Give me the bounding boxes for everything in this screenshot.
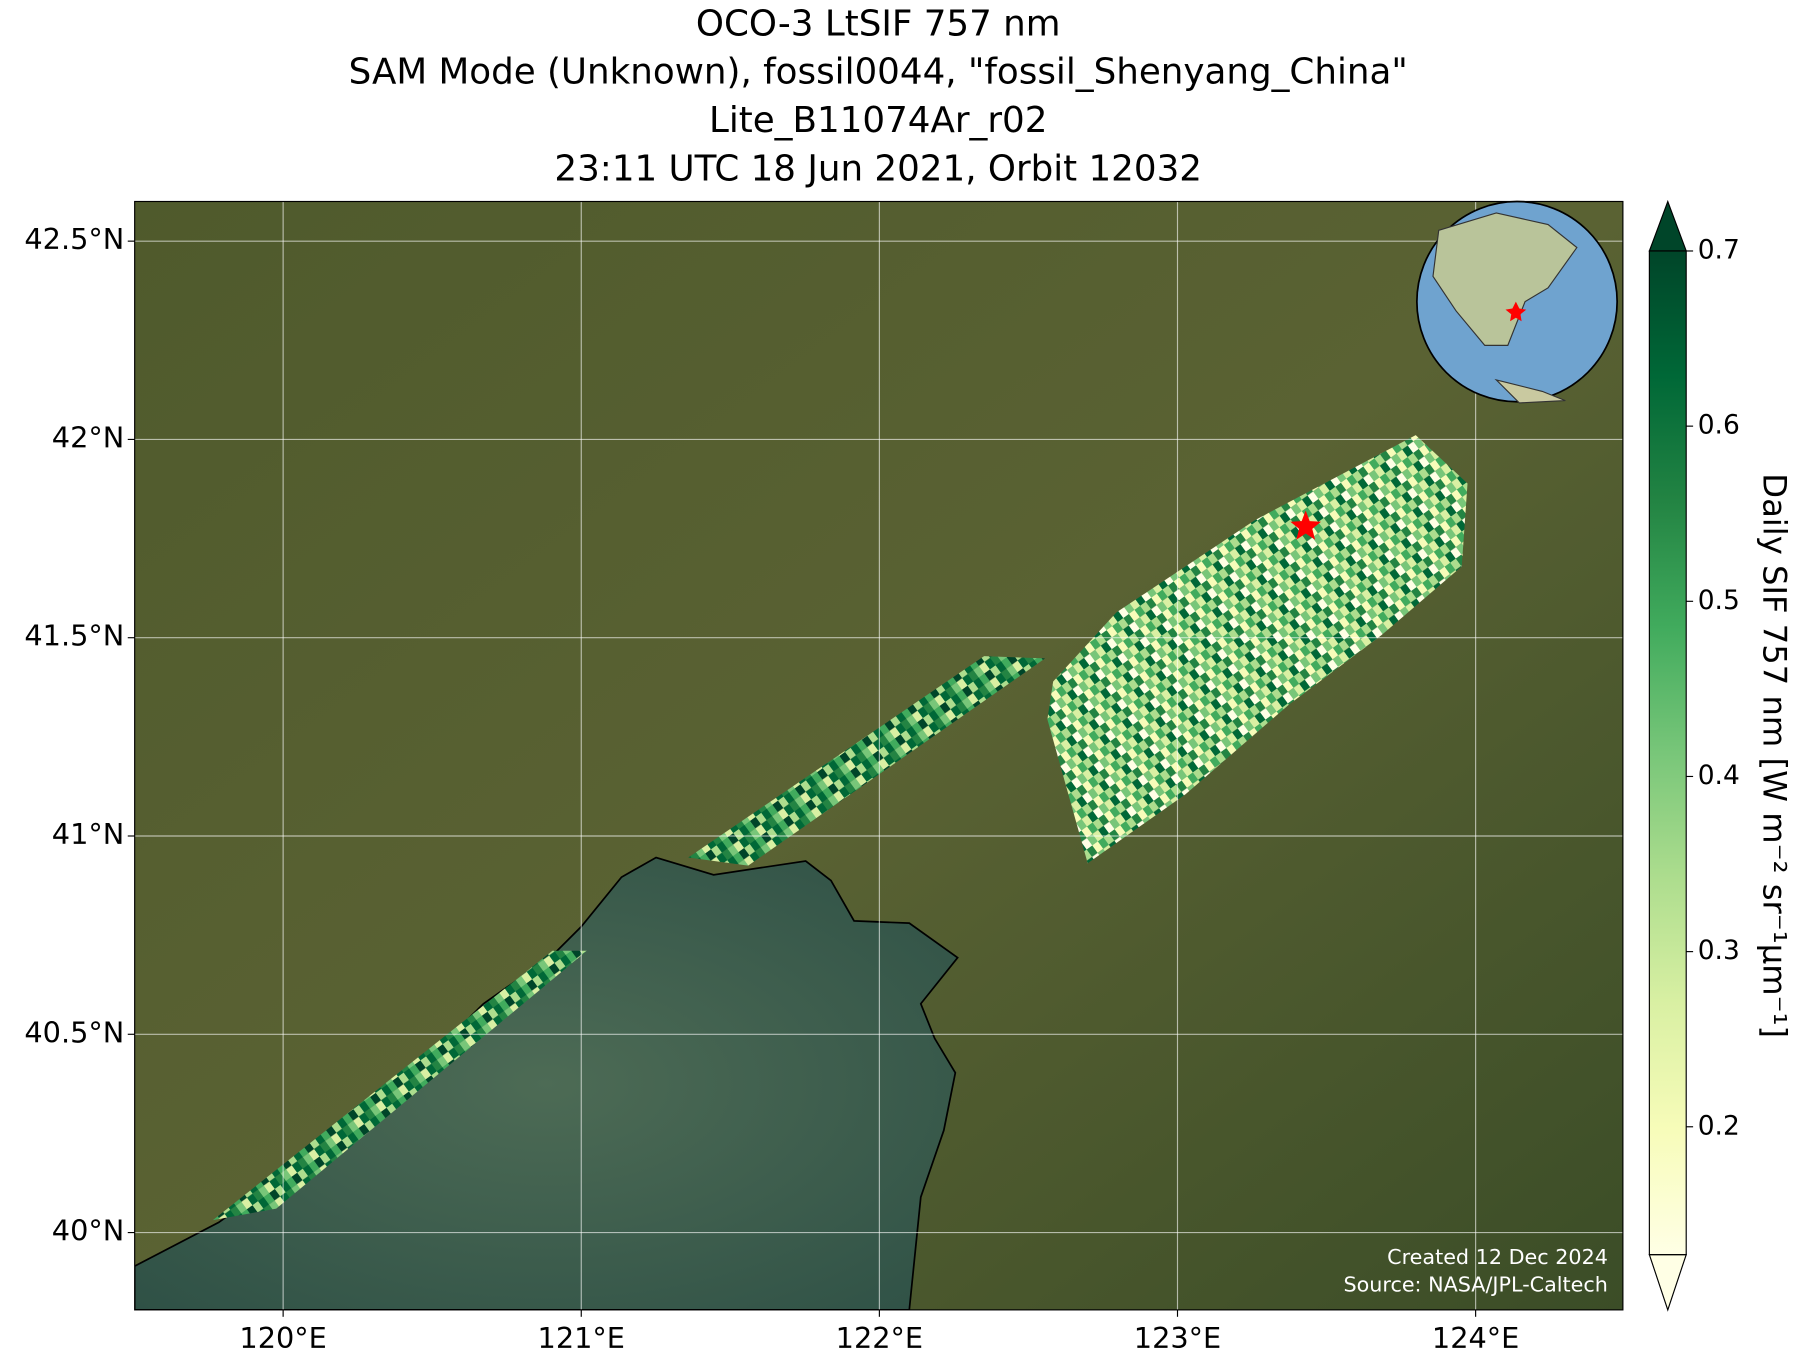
chart-title: 23:11 UTC 18 Jun 2021, Orbit 12032	[554, 148, 1202, 189]
map-background	[134, 201, 1623, 1310]
swath-coast	[212, 950, 588, 1221]
y-tick-label: 41°N	[52, 817, 125, 851]
swath-middle	[688, 656, 1046, 866]
colorbar-tick-label: 0.6	[1698, 410, 1740, 441]
x-tick-label: 123°E	[1134, 1321, 1221, 1355]
colorbar-extend-min	[1648, 1254, 1688, 1312]
y-tick-label: 42°N	[52, 420, 125, 454]
globe-star	[1505, 301, 1527, 322]
colorbar-tick-label: 0.3	[1698, 935, 1740, 966]
y-tick-label: 40.5°N	[24, 1015, 124, 1049]
swath-shenyang	[1047, 435, 1468, 864]
globe-land	[1494, 378, 1566, 404]
x-tick-label: 122°E	[836, 1321, 923, 1355]
colorbar-label: Daily SIF 757 nm [W m⁻² sr⁻¹μm⁻¹]	[1756, 473, 1794, 1038]
target-marker	[1290, 510, 1321, 540]
credit: Source: NASA/JPL-Caltech	[1343, 1273, 1607, 1297]
credit: Created 12 Dec 2024	[1387, 1245, 1608, 1269]
globe-land	[1432, 212, 1578, 346]
chart-title: Lite_B11074Ar_r02	[709, 100, 1047, 141]
colorbar-tick-label: 0.5	[1698, 585, 1740, 616]
colorbar	[1649, 250, 1687, 1255]
x-tick-label: 120°E	[239, 1321, 326, 1355]
colorbar-tick-label: 0.4	[1698, 760, 1740, 791]
chart-title: OCO-3 LtSIF 757 nm	[696, 3, 1061, 44]
globe-inset	[1416, 200, 1619, 404]
y-tick-label: 42.5°N	[24, 222, 124, 256]
x-tick-label: 121°E	[538, 1321, 625, 1355]
colorbar-frame	[1648, 250, 1687, 1256]
y-tick-label: 40°N	[52, 1214, 125, 1248]
colorbar-extend-max	[1648, 199, 1688, 252]
x-tick-label: 124°E	[1432, 1321, 1519, 1355]
colorbar-tick-label: 0.2	[1698, 1110, 1740, 1141]
map-frame	[134, 200, 1624, 1311]
chart-title: SAM Mode (Unknown), fossil0044, "fossil_…	[349, 52, 1408, 93]
colorbar-tick-label: 0.7	[1698, 234, 1740, 265]
y-tick-label: 41.5°N	[24, 619, 124, 653]
